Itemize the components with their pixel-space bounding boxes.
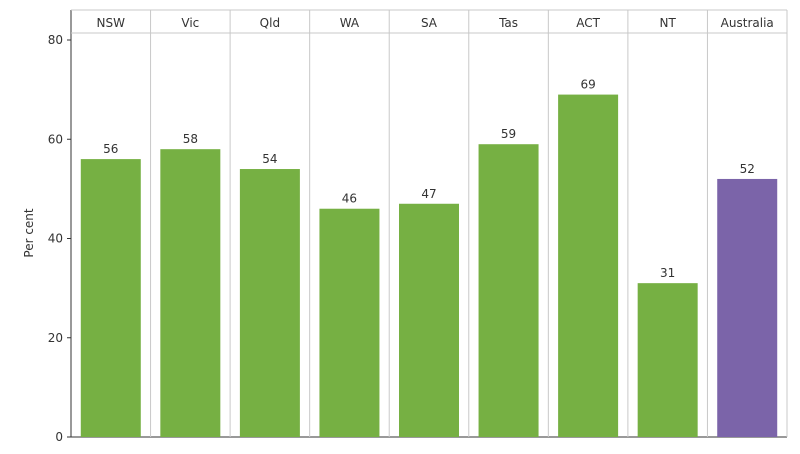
category-label-wa: WA [340, 16, 360, 30]
category-label-nt: NT [660, 16, 677, 30]
value-labels-group: 56 58 54 46 47 59 69 31 52 [103, 78, 755, 281]
y-tick-label: 40 [48, 232, 63, 246]
bar-nsw [80, 159, 141, 437]
category-label-act: ACT [576, 16, 600, 30]
value-label-australia: 52 [740, 162, 755, 176]
bar-nt [637, 283, 698, 437]
bar-tas [478, 144, 539, 437]
category-label-qld: Qld [260, 16, 280, 30]
y-tick-label: 80 [48, 33, 63, 47]
bar-vic [160, 149, 221, 438]
y-tick-label: 0 [55, 430, 63, 444]
category-label-nsw: NSW [97, 16, 126, 30]
value-label-wa: 46 [342, 192, 357, 206]
value-label-qld: 54 [262, 152, 277, 166]
y-tick-label: 60 [48, 132, 63, 146]
bar-australia [717, 178, 778, 437]
value-label-tas: 59 [501, 127, 516, 141]
y-tick-label: 20 [48, 331, 63, 345]
bar-sa [399, 203, 459, 437]
category-label-tas: Tas [498, 16, 518, 30]
panel-dividers [150, 10, 708, 437]
category-label-vic: Vic [181, 16, 199, 30]
y-axis-title: Per cent [22, 208, 36, 258]
category-label-australia: Australia [721, 16, 774, 30]
bars-group [80, 94, 778, 438]
value-label-vic: 58 [183, 132, 198, 146]
value-label-nt: 31 [660, 266, 675, 280]
bar-qld [239, 169, 300, 437]
value-label-act: 69 [580, 78, 595, 92]
value-label-sa: 47 [421, 187, 436, 201]
category-labels-group: NSW Vic Qld WA SA Tas ACT NT Australia [97, 16, 774, 30]
bar-act [558, 94, 619, 438]
category-label-sa: SA [421, 16, 438, 30]
bar-wa [319, 208, 380, 437]
y-axis: 0 20 40 60 80 [48, 33, 71, 444]
value-label-nsw: 56 [103, 142, 118, 156]
